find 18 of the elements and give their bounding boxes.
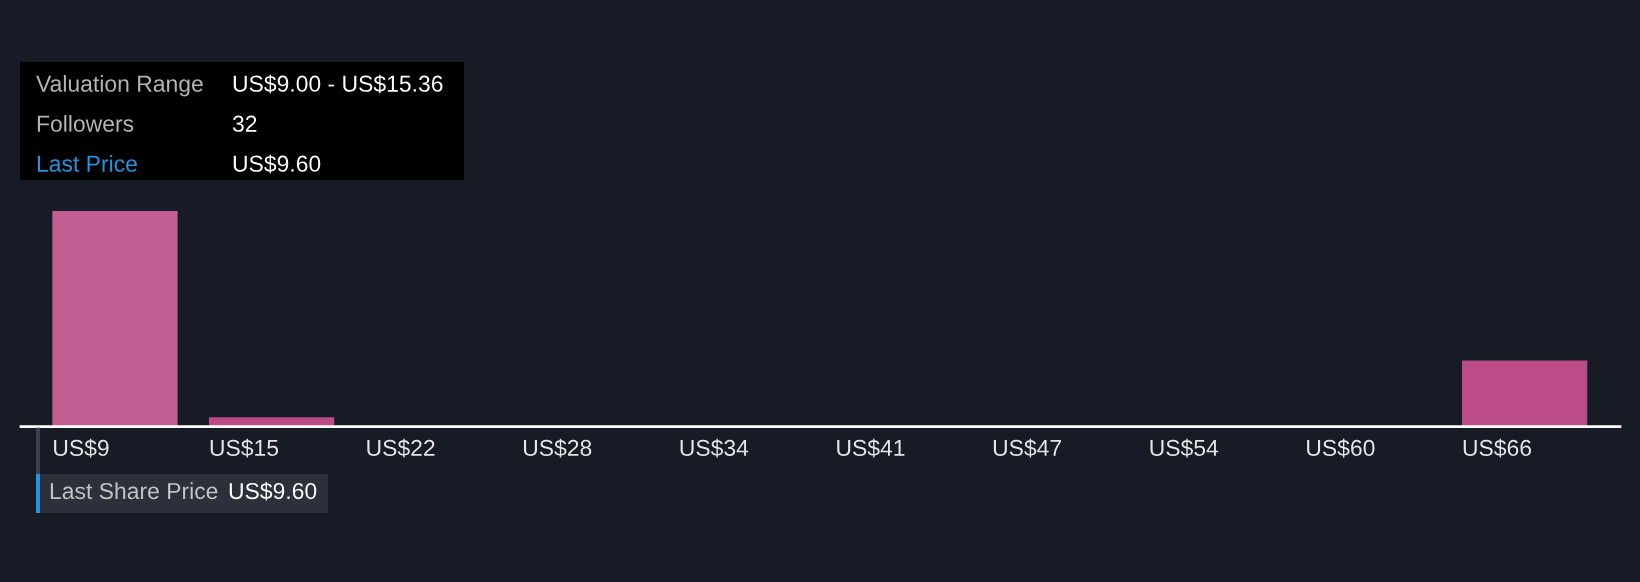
x-tick-label: US$9 [54,438,109,458]
text: Followers [37,115,134,132]
x-tick-label: US$15 [210,438,279,458]
x-tick-label: US$66 [1463,438,1532,458]
text: 32 [232,115,257,132]
text: US$9.60 [233,154,321,174]
text: US$9.60 [229,481,317,501]
text: Valuation Range [36,75,203,97]
text: Last Share Price [50,482,218,500]
x-tick-label: US$41 [837,438,905,458]
x-tick-label: US$34 [680,438,749,458]
x-tick-label: US$28 [523,438,592,458]
x-tick-label: US$60 [1307,438,1375,458]
x-tick-label: US$54 [1150,438,1219,458]
x-tick-label: US$47 [993,438,1061,458]
text: Last Price [37,155,137,172]
x-tick-label: US$22 [367,438,435,458]
text: US$9.00 - US$15.36 [233,74,443,94]
